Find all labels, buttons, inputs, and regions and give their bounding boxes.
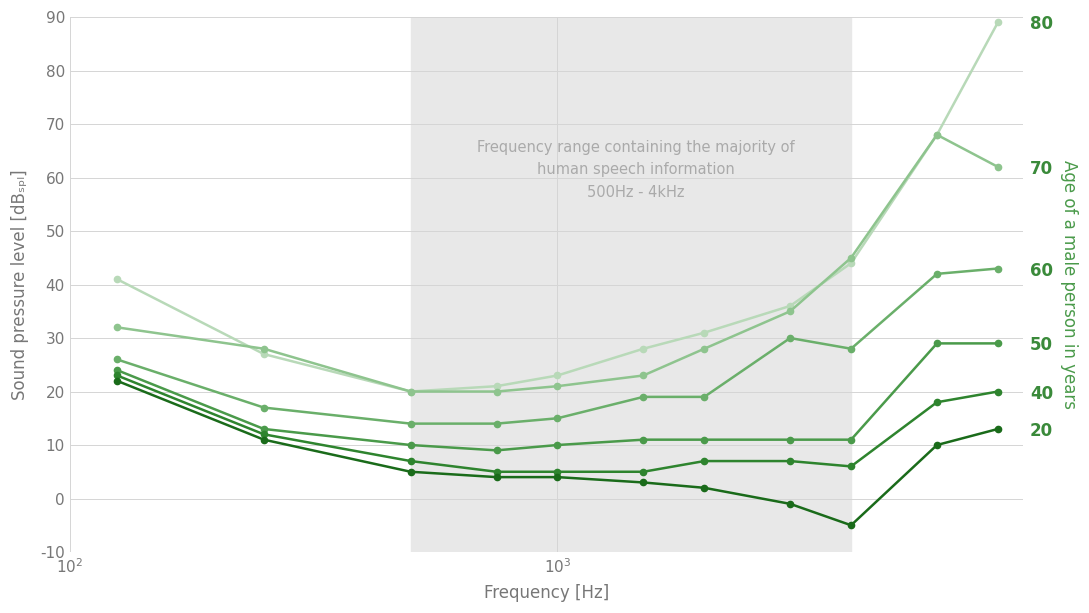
X-axis label: Frequency [Hz]: Frequency [Hz]	[484, 584, 609, 602]
Y-axis label: Age of a male person in years: Age of a male person in years	[1060, 160, 1078, 409]
Y-axis label: Sound pressure level [dBₛₚₗ]: Sound pressure level [dBₛₚₗ]	[11, 169, 29, 400]
Text: Frequency range containing the majority of
human speech information
500Hz - 4kHz: Frequency range containing the majority …	[477, 140, 795, 200]
Bar	[411, 17, 852, 552]
